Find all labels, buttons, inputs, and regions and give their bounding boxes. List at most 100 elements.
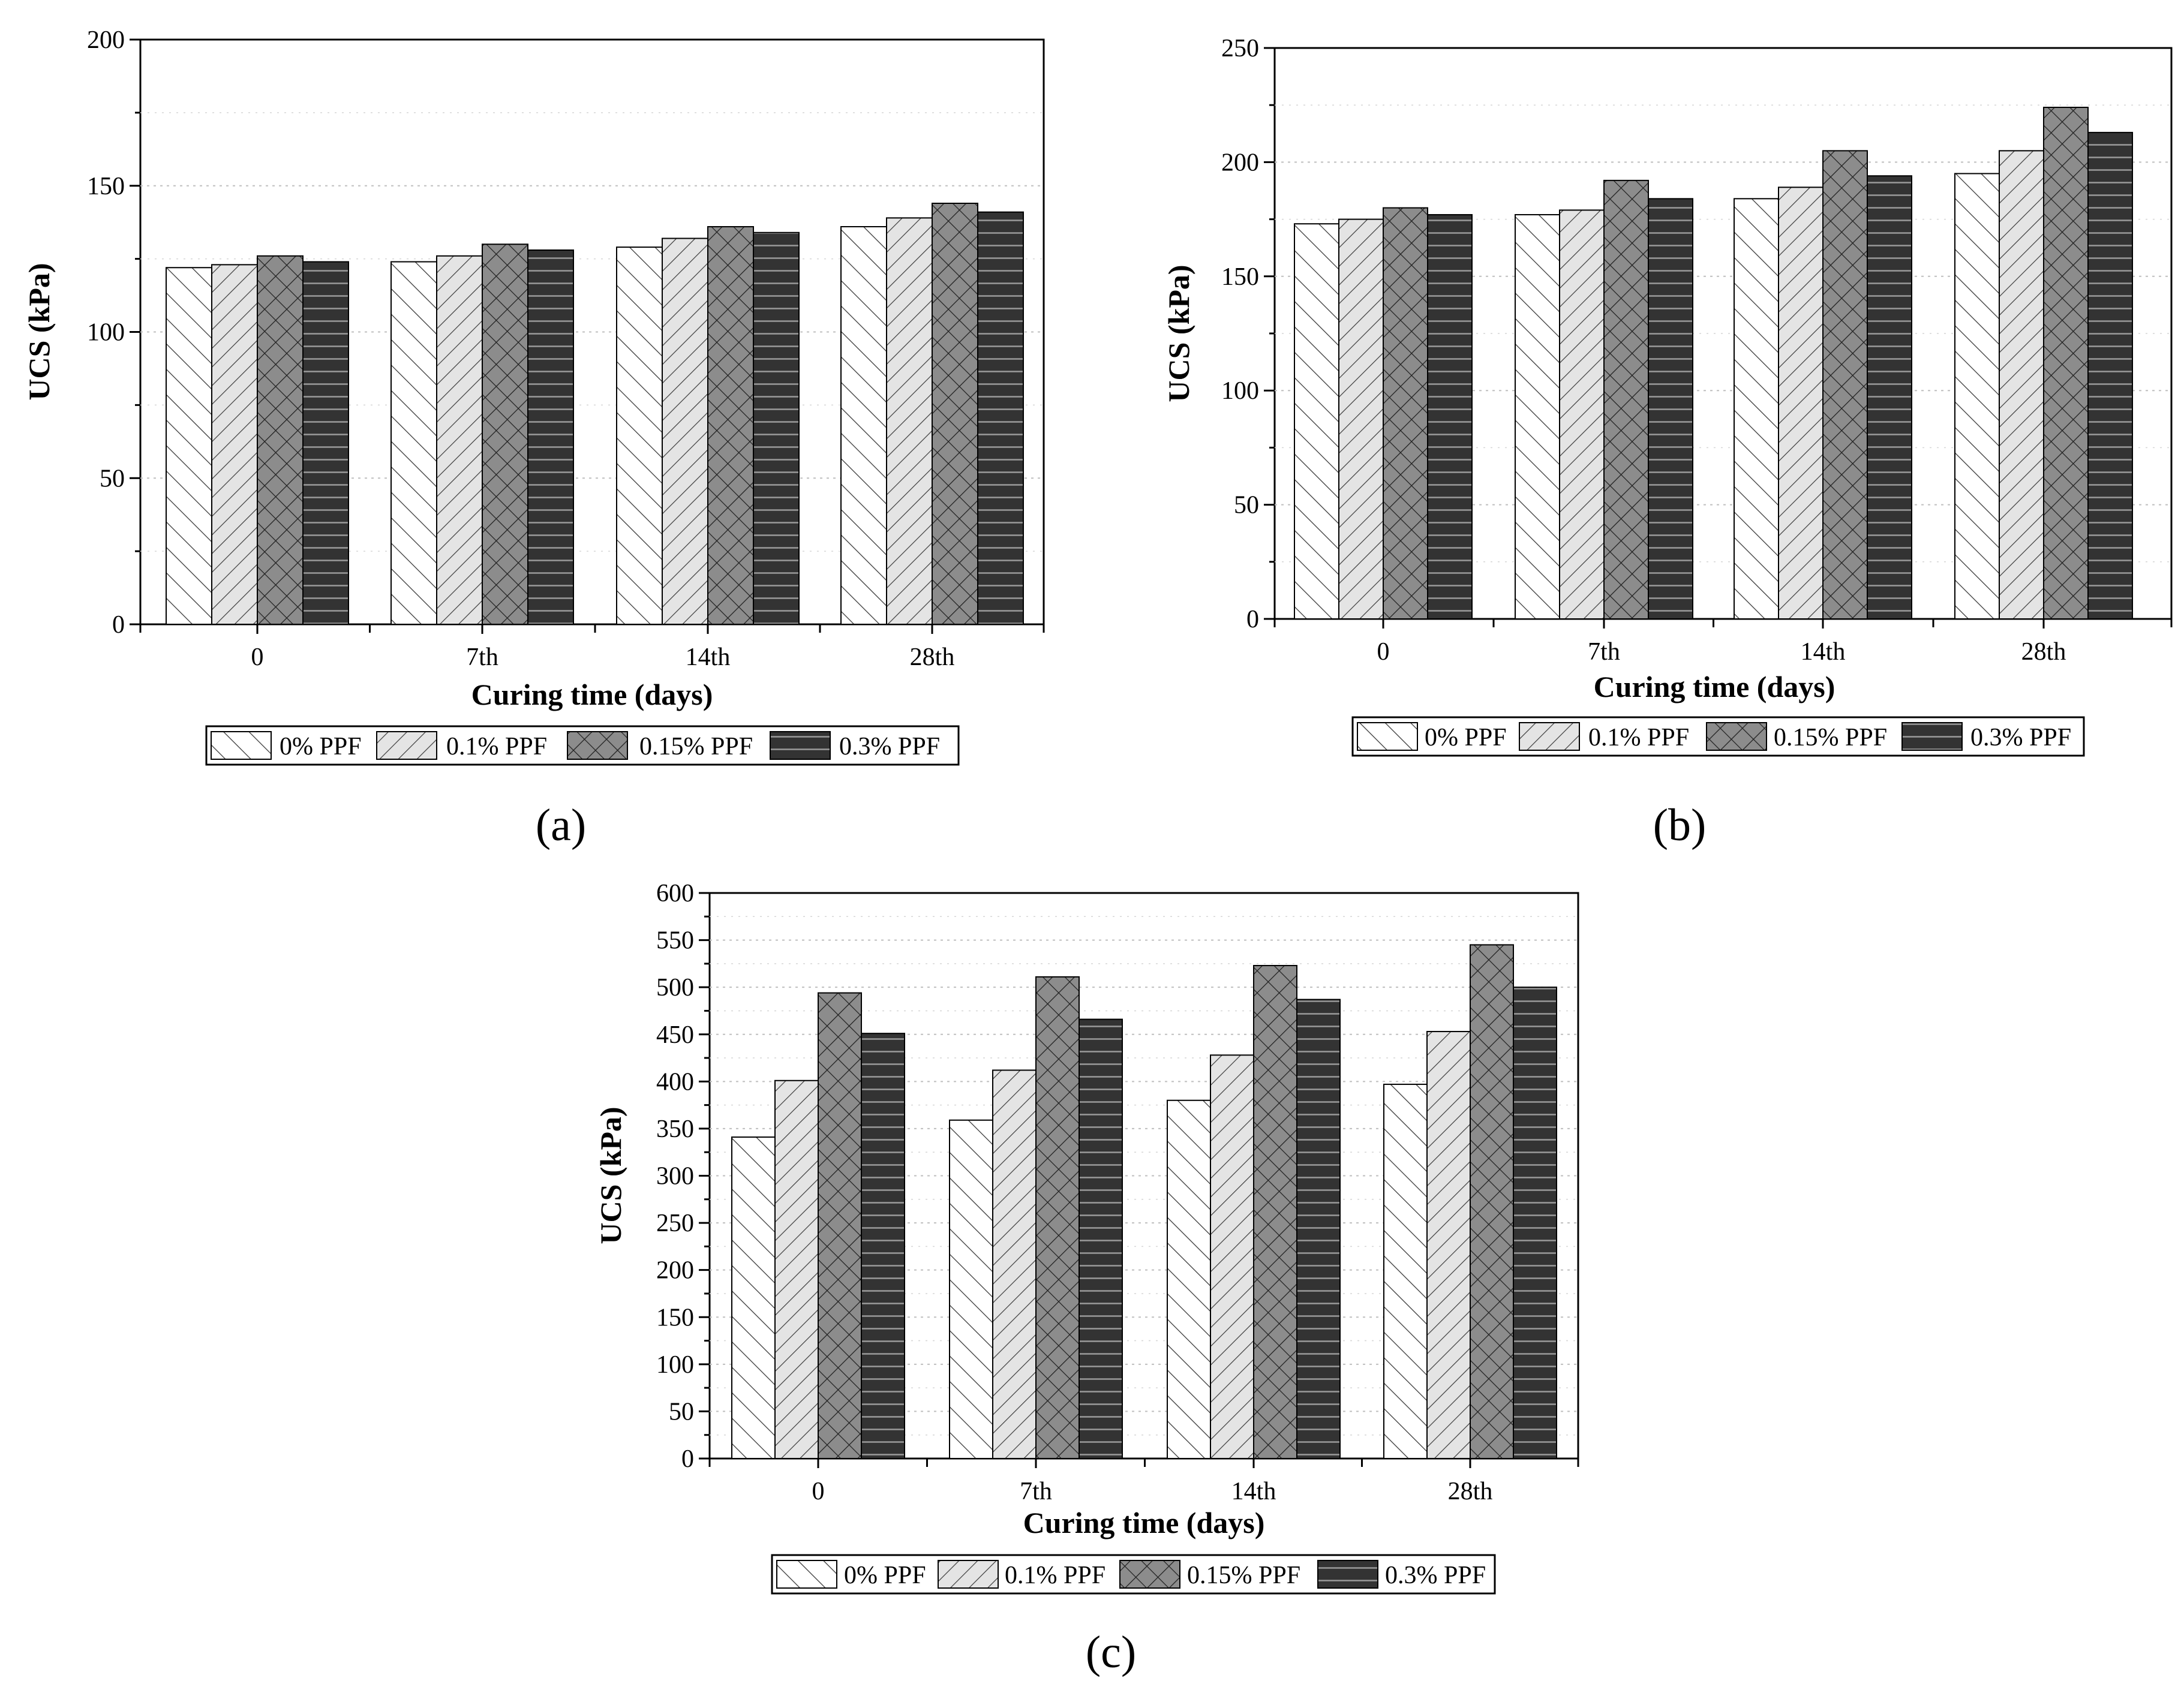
bar-b-back-0	[1338, 218, 1384, 620]
x-tick-label-c-14th: 14th	[1231, 1478, 1276, 1505]
x-tick-label-a-28th: 28th	[910, 643, 955, 671]
y-tick-label-c-500: 500	[656, 974, 694, 1002]
bar-a-back-28th	[886, 217, 933, 625]
bar-c-fwd-7th	[949, 1119, 993, 1459]
y-axis-title-c: UCS (kPa)	[594, 1106, 627, 1244]
y-tick-label-a-200: 200	[87, 26, 125, 54]
bar-b-fwd-7th	[1515, 213, 1560, 620]
y-tick-label-a-0: 0	[112, 611, 125, 639]
bar-c-back-7th	[992, 1069, 1037, 1460]
y-tick-label-b-100: 100	[1221, 377, 1259, 405]
y-tick-label-b-50: 50	[1234, 492, 1259, 519]
bar-c-horiz-14th	[1296, 999, 1341, 1460]
bar-c-back-14th	[1210, 1054, 1254, 1459]
y-tick-label-c-350: 350	[656, 1115, 694, 1143]
bar-c-cross-14th	[1253, 965, 1297, 1459]
x-tick-label-b-7th: 7th	[1588, 638, 1620, 666]
y-tick-label-c-300: 300	[656, 1163, 694, 1190]
legend-swatch-c-horiz	[1317, 1560, 1378, 1589]
bar-c-fwd-0	[731, 1136, 776, 1459]
legend-swatch-b-fwd	[1357, 722, 1418, 751]
bar-a-fwd-7th	[390, 261, 437, 625]
panel-label-c: (c)	[1086, 1627, 1136, 1677]
legend-label-b-horiz: 0.3% PPF	[1970, 724, 2071, 751]
panel-label-b: (b)	[1653, 800, 1707, 850]
x-ticks-a: 0 7th 14th 28th	[139, 624, 1045, 671]
bar-a-horiz-28th	[977, 211, 1024, 625]
legend-label-b-cross: 0.15% PPF	[1774, 724, 1887, 751]
bar-b-back-7th	[1559, 209, 1605, 620]
x-tick-label-b-0: 0	[1377, 638, 1390, 666]
bar-b-fwd-0	[1294, 223, 1339, 620]
legend-label-c-cross: 0.15% PPF	[1187, 1562, 1300, 1589]
bar-a-cross-7th	[482, 243, 528, 625]
bars-a	[166, 203, 1024, 625]
legend-b: 0% PPF 0.1% PPF 0.15% PPF 0.3% PPF	[1351, 716, 2085, 757]
y-tick-label-a-50: 50	[100, 465, 125, 492]
bar-b-back-14th	[1778, 187, 1823, 620]
x-axis-title-a: Curing time (days)	[471, 678, 713, 711]
bar-c-horiz-28th	[1513, 987, 1557, 1459]
bar-a-horiz-14th	[753, 231, 800, 625]
bar-c-back-0	[774, 1079, 819, 1460]
legend-label-c-back: 0.1% PPF	[1005, 1562, 1105, 1589]
legend-label-b-back: 0.1% PPF	[1588, 724, 1689, 751]
y-axis-title-a: UCS (kPa)	[22, 263, 56, 400]
panel-a: 0 50 100 150 200 0 7th 14th 28th UCS (kPa) Curi…	[22, 26, 1045, 850]
bar-c-fwd-14th	[1167, 1099, 1211, 1460]
bar-a-horiz-7th	[527, 249, 574, 625]
bar-b-cross-14th	[1822, 150, 1868, 620]
y-tick-label-c-50: 50	[669, 1398, 694, 1426]
y-tick-label-b-200: 200	[1221, 149, 1259, 176]
x-tick-label-b-28th: 28th	[2021, 638, 2066, 666]
bar-a-horiz-0	[302, 261, 349, 625]
y-ticks-c: 0 50 100 150 200 250 300 350 400 450 500 550 600	[656, 880, 710, 1473]
legend-swatch-c-cross	[1119, 1560, 1180, 1589]
x-ticks-c: 0 7th 14th 28th	[708, 1459, 1579, 1505]
bar-b-horiz-0	[1427, 213, 1473, 620]
bar-a-fwd-0	[166, 267, 212, 625]
y-tick-label-c-600: 600	[656, 880, 694, 907]
x-tick-label-a-14th: 14th	[686, 643, 731, 671]
panel-c: 0 50 100 150 200 250 300 350 400 450 500 550 600 0 7t…	[594, 880, 1579, 1677]
bar-c-cross-28th	[1470, 944, 1514, 1459]
legend-label-a-back: 0.1% PPF	[446, 733, 547, 760]
x-axis-title-c: Curing time (days)	[1023, 1506, 1265, 1539]
legend-swatch-b-horiz	[1901, 722, 1963, 751]
x-ticks-b: 0 7th 14th 28th	[1273, 619, 2173, 666]
y-tick-label-a-100: 100	[87, 319, 125, 347]
legend-a: 0% PPF 0.1% PPF 0.15% PPF 0.3% PPF	[205, 725, 960, 766]
bar-c-horiz-0	[861, 1033, 905, 1459]
x-tick-label-a-7th: 7th	[466, 643, 498, 671]
bar-a-back-14th	[662, 237, 708, 625]
bar-b-fwd-14th	[1734, 198, 1779, 620]
y-tick-label-c-200: 200	[656, 1257, 694, 1285]
y-tick-label-c-100: 100	[656, 1351, 694, 1379]
bar-b-fwd-28th	[1954, 173, 2000, 620]
y-tick-label-c-450: 450	[656, 1021, 694, 1049]
legend-label-a-fwd: 0% PPF	[280, 733, 362, 760]
y-tick-label-b-250: 250	[1221, 35, 1259, 62]
x-tick-label-c-28th: 28th	[1448, 1478, 1493, 1505]
legend-swatch-a-fwd	[211, 731, 272, 760]
y-axis-title-b: UCS (kPa)	[1162, 264, 1195, 402]
bar-a-back-7th	[436, 255, 483, 625]
bar-c-horiz-7th	[1079, 1018, 1123, 1460]
bar-b-cross-28th	[2043, 107, 2089, 620]
y-tick-label-c-400: 400	[656, 1068, 694, 1096]
panel-label-a: (a)	[536, 800, 586, 850]
bar-a-cross-0	[257, 255, 304, 625]
legend-swatch-a-cross	[567, 731, 628, 760]
x-tick-label-c-7th: 7th	[1020, 1478, 1052, 1505]
y-tick-label-a-150: 150	[87, 173, 125, 200]
y-ticks-b: 0 50 100 150 200 250	[1221, 35, 1275, 633]
bar-a-fwd-14th	[616, 246, 663, 625]
legend-label-c-fwd: 0% PPF	[844, 1562, 926, 1589]
x-tick-label-a-0: 0	[251, 643, 264, 671]
bar-a-back-0	[211, 264, 258, 625]
y-tick-label-c-0: 0	[681, 1445, 694, 1473]
bar-c-cross-0	[818, 992, 862, 1459]
legend-swatch-c-fwd	[776, 1560, 837, 1589]
bar-b-horiz-7th	[1648, 198, 1693, 620]
